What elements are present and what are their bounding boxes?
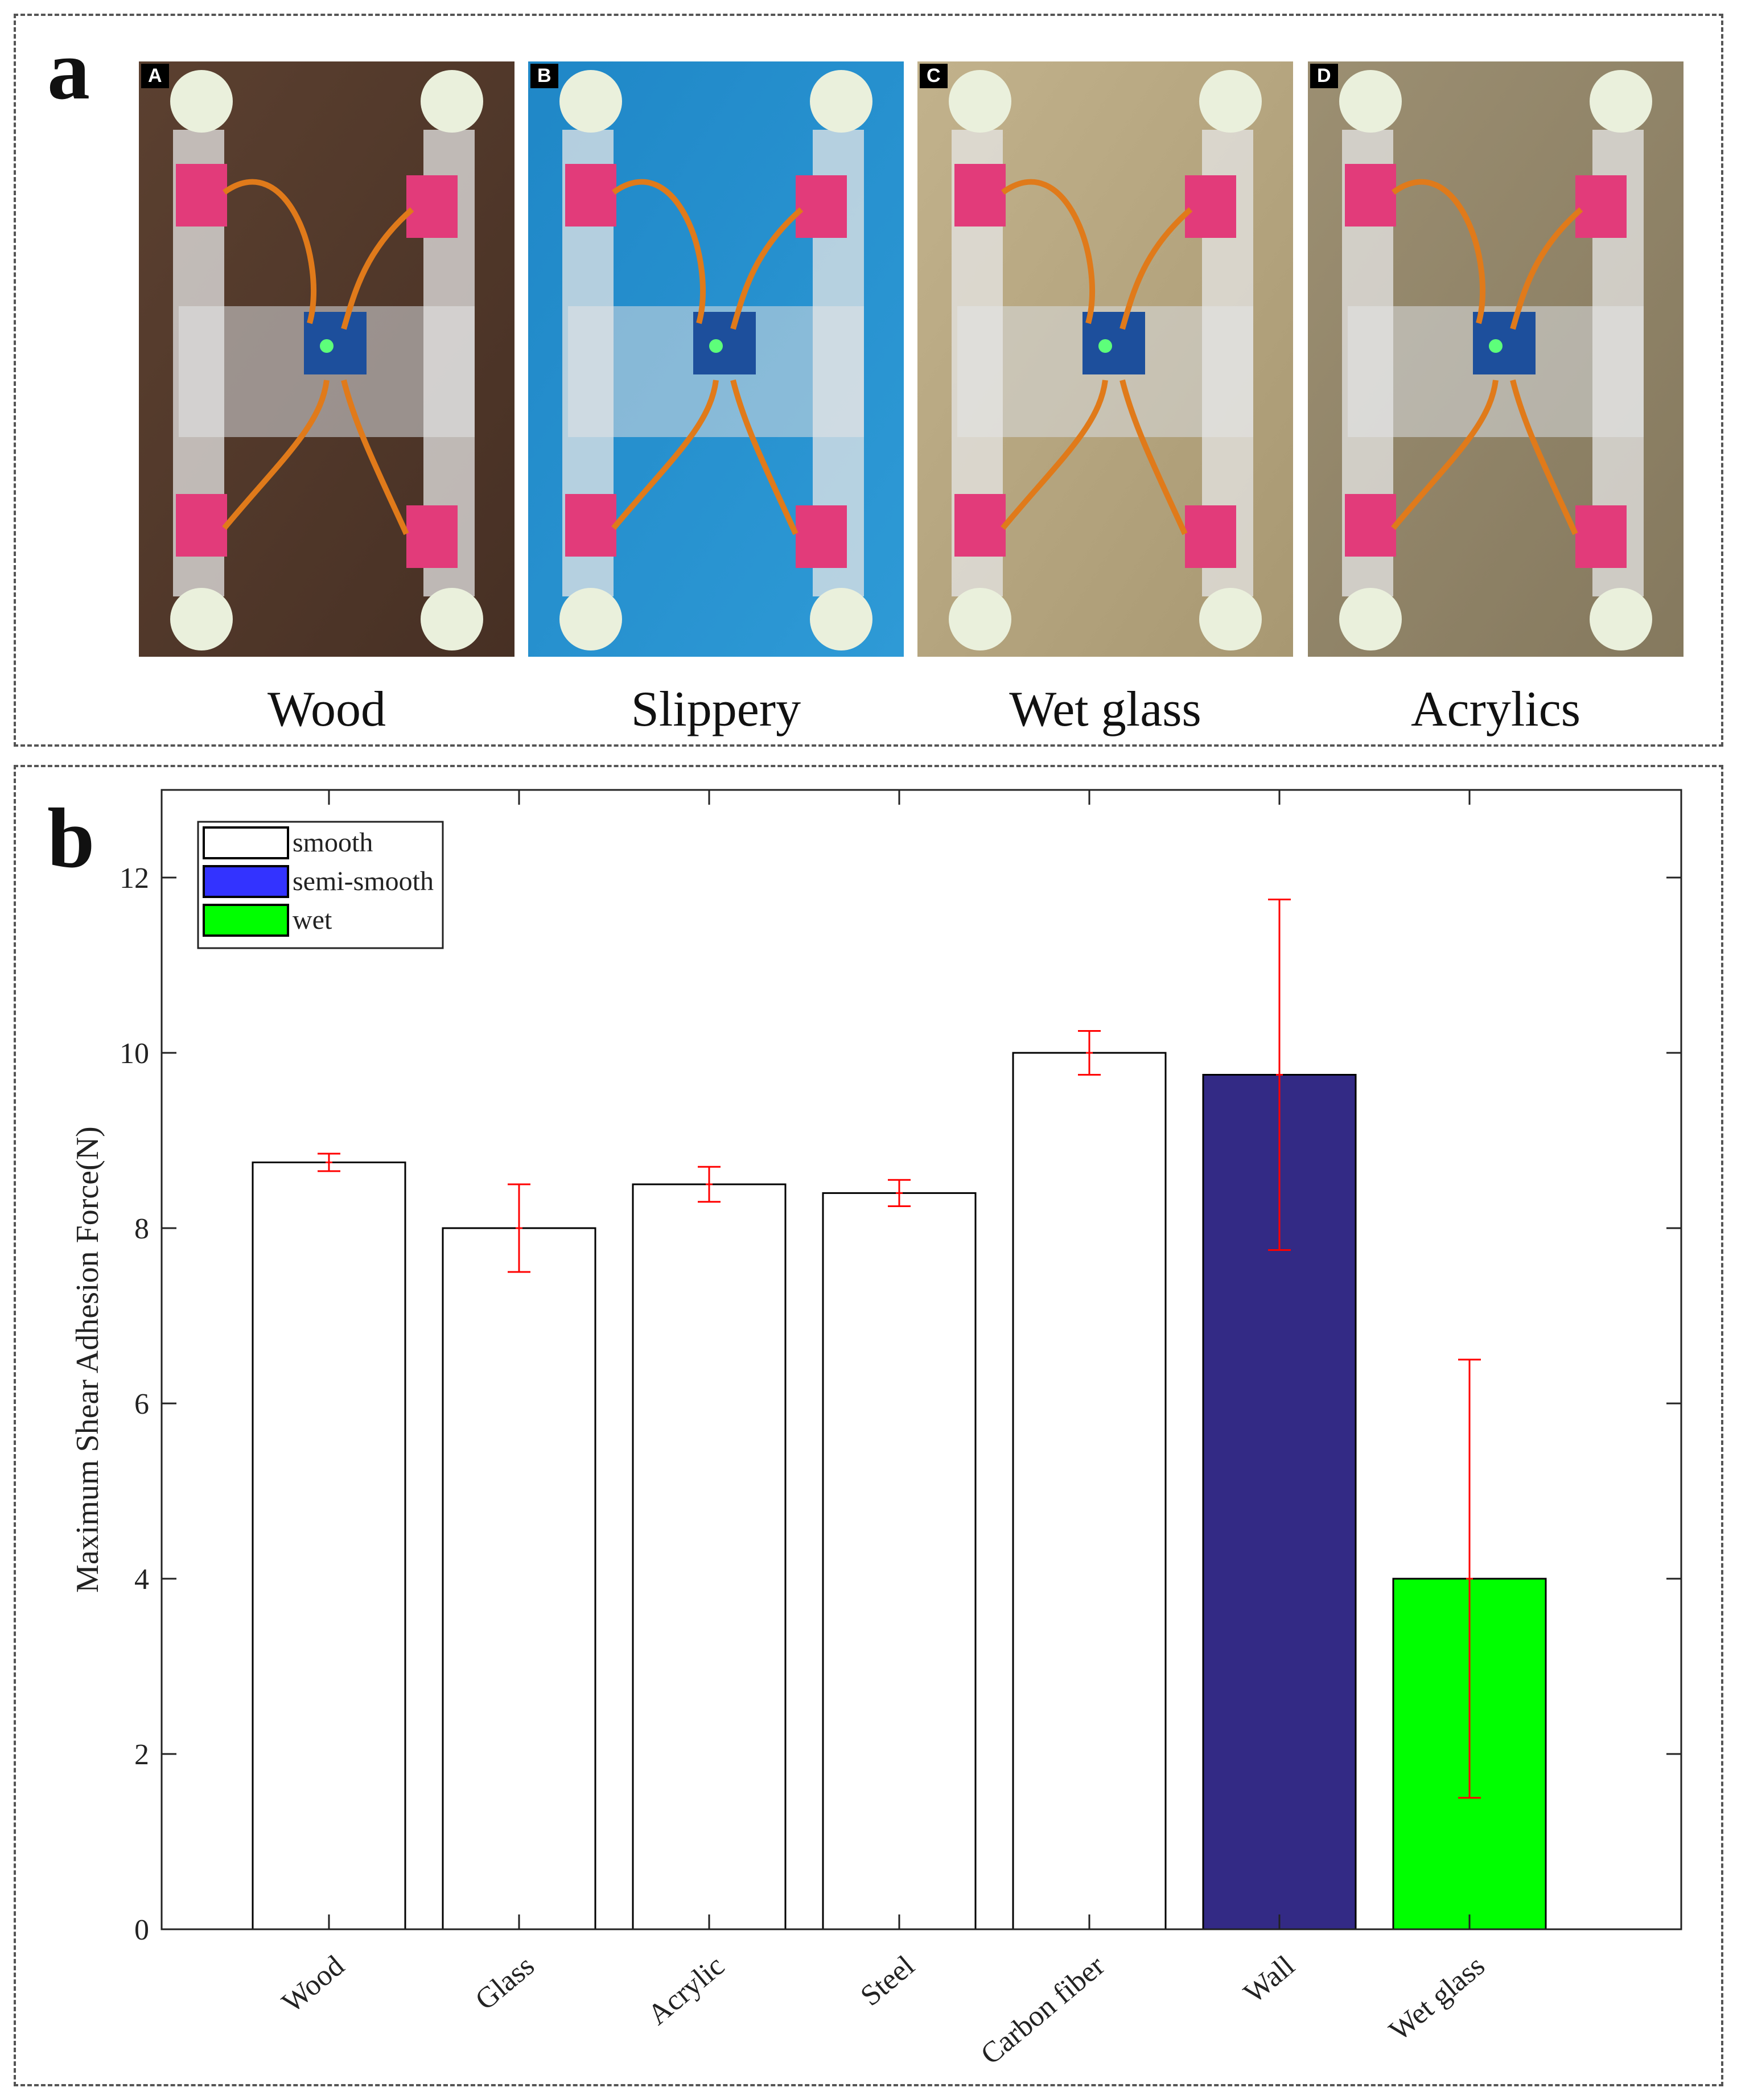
panel-b-letter: b	[47, 791, 95, 886]
photo-caption: Acrylics	[1410, 682, 1581, 737]
y-tick-label: 0	[134, 1914, 149, 1946]
robot-photo-a: A	[139, 61, 514, 657]
y-tick-label: 12	[120, 862, 149, 895]
x-tick-label: Wood	[276, 1950, 351, 2020]
panel-b: b	[14, 765, 1723, 2086]
robot-photo-d: D	[1308, 61, 1684, 657]
robot-photo-image	[1308, 61, 1684, 657]
robot-photo-image	[917, 61, 1293, 657]
panel-a: a A Wood B Slippery C Wet glass D Acrylics	[14, 14, 1723, 747]
y-axis-label: Maximum Shear Adhesion Force(N)	[70, 1126, 105, 1593]
panel-a-letter: a	[47, 23, 90, 117]
x-tick-label: Steel	[854, 1950, 920, 2013]
x-tick-label: Acrylic	[642, 1950, 731, 2032]
photo-tag: A	[141, 64, 169, 88]
legend-swatch-semi-smooth	[203, 865, 289, 898]
robot-photo-b: B	[528, 61, 904, 657]
photo-tag: B	[530, 64, 558, 88]
y-tick-label: 4	[134, 1563, 149, 1596]
y-tick-label: 6	[134, 1388, 149, 1420]
photo-tag: D	[1310, 64, 1338, 88]
photo-caption: Wet glass	[1009, 682, 1201, 737]
photo-tag: C	[920, 64, 948, 88]
plot-frame	[160, 789, 1682, 1930]
legend-label-semi-smooth: semi-smooth	[293, 866, 434, 896]
legend-swatch-smooth	[203, 826, 289, 859]
y-tick-label: 8	[134, 1213, 149, 1245]
x-tick-label: Wall	[1238, 1950, 1301, 2010]
photo-caption: Slippery	[631, 682, 801, 737]
legend-label-smooth: smooth	[293, 827, 373, 858]
legend-swatch-wet	[203, 904, 289, 937]
bar-acrylic	[632, 1183, 787, 1930]
x-tick-label: Glass	[470, 1950, 541, 2017]
legend-label-wet: wet	[293, 905, 332, 935]
x-tick-label: Wet glass	[1383, 1950, 1491, 2048]
robot-photo-image	[139, 61, 514, 657]
bar-steel	[822, 1192, 977, 1930]
x-tick-label: Carbon fiber	[975, 1950, 1111, 2072]
photo-caption: Wood	[267, 682, 386, 737]
y-tick-label: 2	[134, 1739, 149, 1771]
bar-glass	[442, 1227, 596, 1930]
robot-photo-image	[528, 61, 904, 657]
bar-wood	[252, 1162, 406, 1930]
y-tick-label: 10	[120, 1037, 149, 1070]
bar-carbon-fiber	[1012, 1052, 1167, 1930]
robot-photo-c: C	[917, 61, 1293, 657]
